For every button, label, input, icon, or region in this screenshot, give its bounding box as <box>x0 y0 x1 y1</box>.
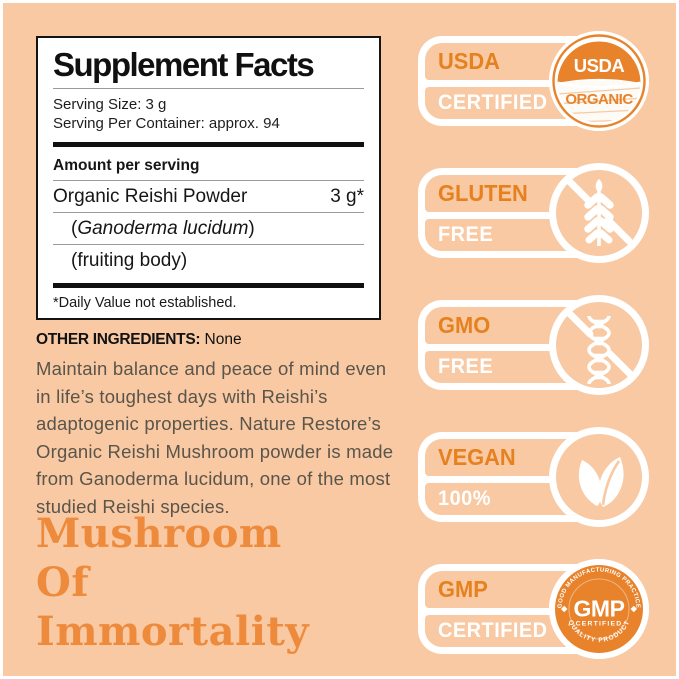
seal-usda-text: USDA <box>574 55 625 76</box>
seal-organic-text: ORGANIC <box>565 91 633 108</box>
badge-gluten-free: GLUTEN FREE <box>418 163 649 263</box>
ingredient-row: Organic Reishi Powder 3 g* <box>53 181 364 212</box>
badge-bottom-label: CERTIFIED <box>438 619 548 642</box>
ingredient-part-row: (fruiting body) <box>53 244 364 276</box>
daily-value-footnote: *Daily Value not established. <box>53 295 237 311</box>
badge-vegan: VEGAN 100% <box>418 427 649 527</box>
dna-crossed-icon <box>549 295 649 395</box>
badge-usda-certified: USDA CERTIFIED USDA ORGANIC <box>418 31 649 131</box>
badge-bottom-label: FREE <box>438 223 494 246</box>
badge-top-label: GMP <box>438 576 488 602</box>
serving-size: Serving Size: 3 g <box>53 96 167 113</box>
other-ingredients-value: None <box>200 331 242 348</box>
paren: ) <box>248 218 255 239</box>
badge-gmo-free: GMO FREE <box>418 295 649 395</box>
paren: ( <box>71 218 78 239</box>
badge-gmp-certified: GMP CERTIFIED GOOD MANUFACTURING PRACTIC… <box>418 559 649 659</box>
wheat-crossed-icon <box>549 163 649 263</box>
divider <box>53 180 364 181</box>
seal-center-text: GMP <box>574 596 625 622</box>
supplement-facts-title: Supplement Facts <box>53 46 315 83</box>
supplement-facts-panel: Supplement Facts Serving Size: 3 g Servi… <box>36 36 381 320</box>
other-ingredients-label: OTHER INGREDIENTS: <box>36 331 201 348</box>
badge-top-label: GMO <box>438 312 491 338</box>
badge-top-label: GLUTEN <box>438 180 528 206</box>
genus-name: Ganoderma lucidum <box>77 218 249 239</box>
badge-bottom-label: 100% <box>438 487 491 510</box>
ingredient-name: Organic Reishi Powder <box>53 186 248 207</box>
divider <box>53 88 364 89</box>
thick-divider <box>53 142 364 147</box>
badge-top-label: USDA <box>438 48 500 74</box>
vegan-leaves-icon <box>549 427 649 527</box>
ingredient-genus-row: (Ganoderma lucidum) <box>53 212 364 244</box>
thick-divider <box>53 283 364 288</box>
usda-organic-seal-icon: USDA ORGANIC <box>549 31 649 131</box>
servings-per-container: Serving Per Container: approx. 94 <box>53 115 280 132</box>
seal-center-sub-text: CERTIFIED <box>576 621 623 628</box>
badge-bottom-label: FREE <box>438 355 494 378</box>
badge-bottom-label: CERTIFIED <box>438 91 548 114</box>
tagline-line-2: Of <box>36 559 90 606</box>
tagline: Mushroom Of Immortality <box>36 509 309 656</box>
ingredient-amount: 3 g* <box>330 186 364 207</box>
gmp-seal-icon: GOOD MANUFACTURING PRACTICE QUALITY PROD… <box>549 559 649 659</box>
product-description: Maintain balance and peace of mind even … <box>36 358 394 517</box>
amount-per-serving-header: Amount per serving <box>53 157 200 174</box>
tagline-line-1: Mushroom <box>36 510 282 557</box>
tagline-line-3: Immortality <box>36 608 310 655</box>
other-ingredients: OTHER INGREDIENTS: None <box>36 331 242 349</box>
badge-top-label: VEGAN <box>438 444 516 470</box>
